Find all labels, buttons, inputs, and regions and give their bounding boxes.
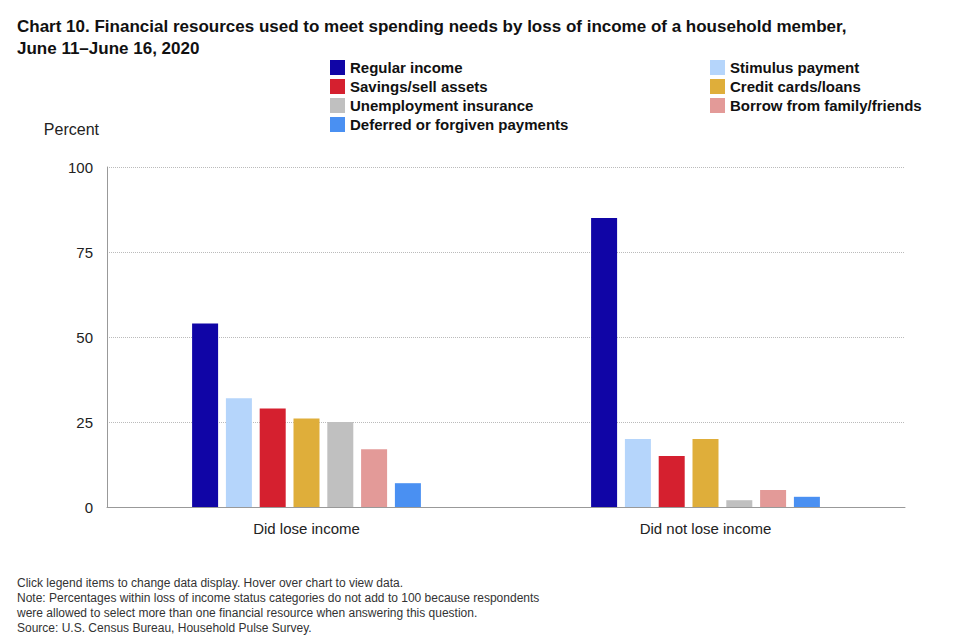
svg-text:Did lose income: Did lose income <box>253 520 360 537</box>
svg-text:Stimulus payment: Stimulus payment <box>730 59 859 76</box>
svg-text:Deferred or forgiven payments: Deferred or forgiven payments <box>350 116 568 133</box>
svg-text:Savings/sell assets: Savings/sell assets <box>350 78 488 95</box>
svg-text:Regular income: Regular income <box>350 59 463 76</box>
svg-text:50: 50 <box>76 329 93 346</box>
svg-text:0: 0 <box>85 499 93 516</box>
svg-text:Click legend items to change d: Click legend items to change data displa… <box>17 576 403 590</box>
svg-text:Percent: Percent <box>44 121 100 138</box>
svg-text:Chart 10. Financial resources: Chart 10. Financial resources used to me… <box>17 17 851 36</box>
svg-text:Did not lose income: Did not lose income <box>640 520 772 537</box>
svg-text:75: 75 <box>76 244 93 261</box>
svg-text:Unemployment insurance: Unemployment insurance <box>350 97 533 114</box>
svg-text:Credit cards/loans: Credit cards/loans <box>730 78 861 95</box>
svg-text:Note: Percentages within loss: Note: Percentages within loss of income … <box>17 591 543 605</box>
svg-text:were allowed to select more th: were allowed to select more than one fin… <box>16 606 477 620</box>
svg-text:100: 100 <box>68 159 93 176</box>
svg-text:25: 25 <box>76 414 93 431</box>
svg-text:June 11–June 16, 2020: June 11–June 16, 2020 <box>17 39 199 58</box>
svg-text:Borrow from family/friends: Borrow from family/friends <box>730 97 922 114</box>
svg-text:Source: U.S. Census Bureau, Ho: Source: U.S. Census Bureau, Household Pu… <box>17 621 312 635</box>
